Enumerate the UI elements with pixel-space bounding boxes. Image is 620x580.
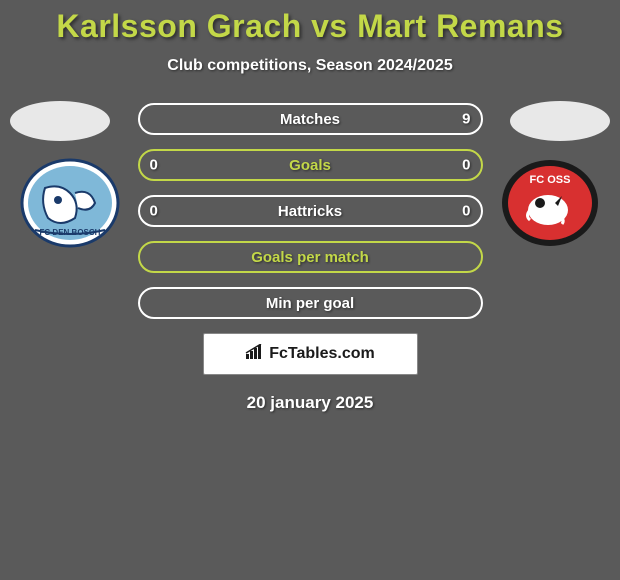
club-left-logo: FC DEN BOSCH: [20, 158, 120, 248]
brand-label: FcTables.com: [245, 344, 375, 365]
stat-value-right: 0: [462, 203, 470, 220]
brand-box[interactable]: FcTables.com: [203, 333, 418, 375]
chart-icon: [245, 344, 265, 365]
stat-row: 0 Goals 0: [138, 149, 483, 181]
player-right-avatar: [510, 101, 610, 141]
stat-row: Min per goal: [138, 287, 483, 319]
stat-value-left: 0: [150, 157, 158, 174]
comparison-content: FC DEN BOSCH FC OSS Matches 9 0 Goals 0 0 Hatt…: [0, 103, 620, 413]
stat-value-left: 0: [150, 203, 158, 220]
stat-row: Goals per match: [138, 241, 483, 273]
stat-value-right: 0: [462, 157, 470, 174]
svg-text:FC OSS: FC OSS: [530, 174, 571, 186]
stat-label: Goals: [289, 157, 331, 174]
stat-label: Matches: [280, 111, 340, 128]
stat-value-right: 9: [462, 111, 470, 128]
club-right-logo: FC OSS: [500, 158, 600, 248]
comparison-title: Karlsson Grach vs Mart Remans: [0, 0, 620, 45]
svg-text:FC DEN BOSCH: FC DEN BOSCH: [40, 228, 101, 237]
stat-rows-container: Matches 9 0 Goals 0 0 Hattricks 0 Goals per matc…: [138, 103, 483, 319]
stat-label: Hattricks: [278, 203, 342, 220]
stat-row: 0 Hattricks 0: [138, 195, 483, 227]
stat-label: Goals per match: [251, 249, 369, 266]
brand-text-label: FcTables.com: [269, 345, 375, 363]
season-subtitle: Club competitions, Season 2024/2025: [0, 57, 620, 75]
date-label: 20 january 2025: [0, 393, 620, 413]
stat-label: Min per goal: [266, 295, 354, 312]
stat-row: Matches 9: [138, 103, 483, 135]
player-left-avatar: [10, 101, 110, 141]
